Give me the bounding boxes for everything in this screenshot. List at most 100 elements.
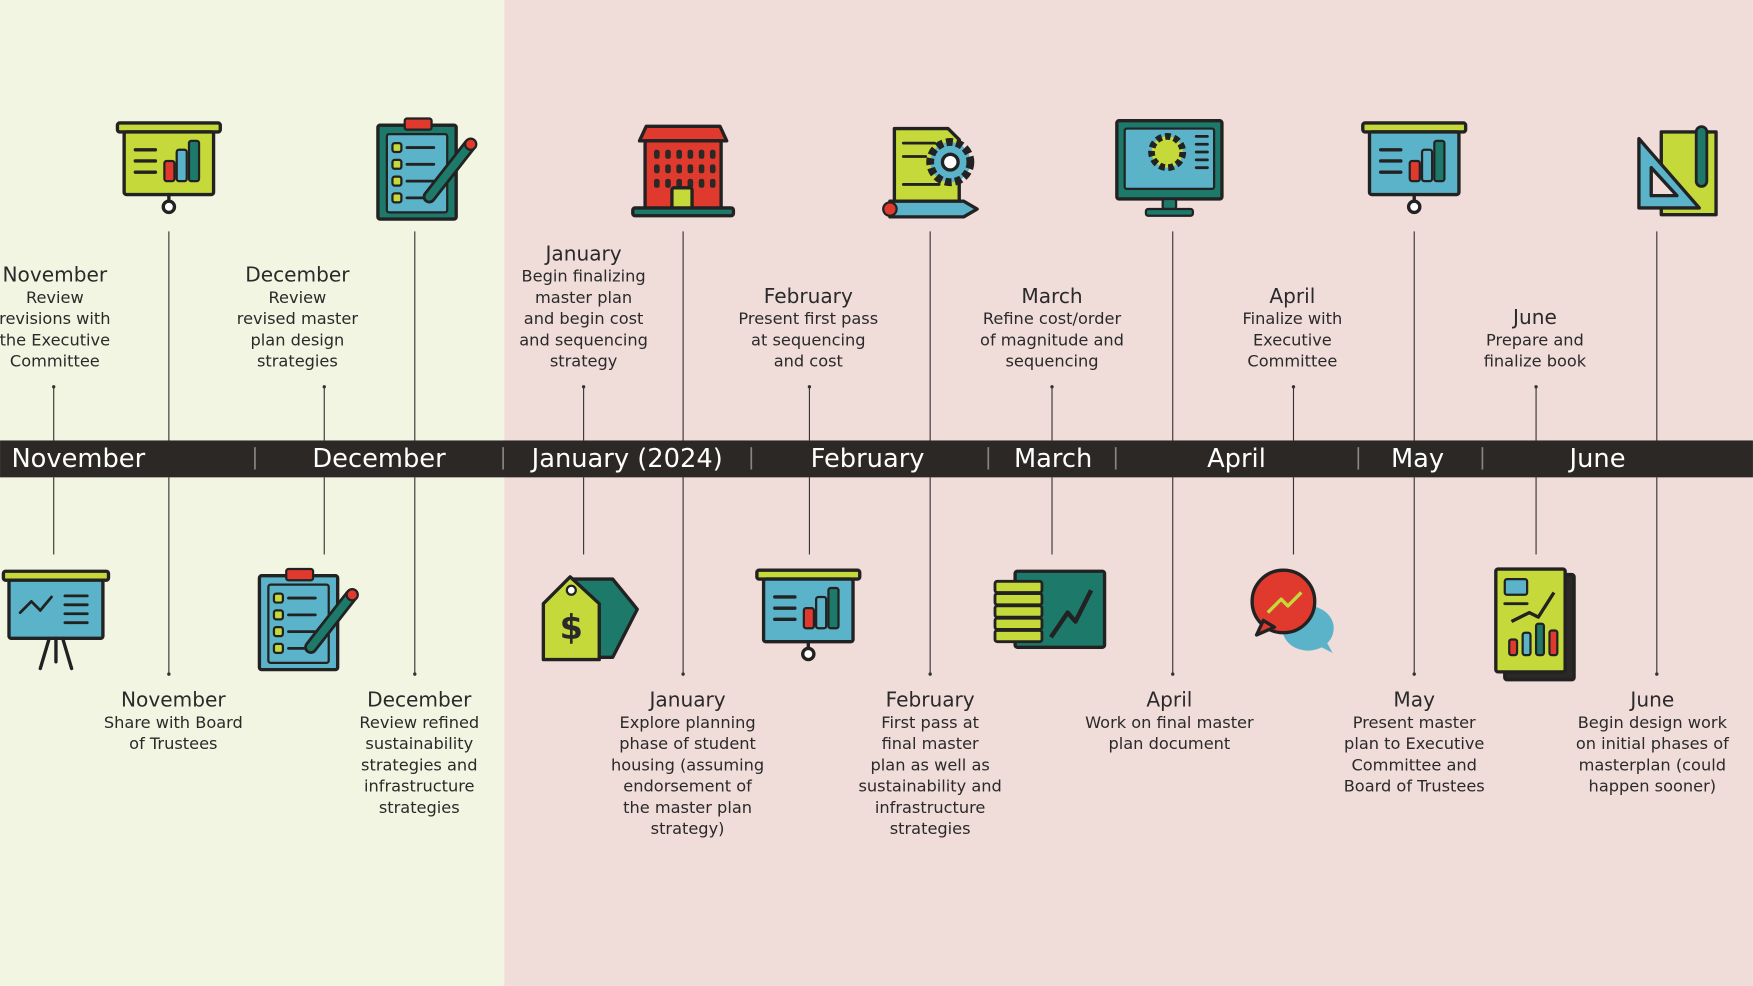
event-text: Refine cost/order: [983, 309, 1122, 328]
event-text: and cost: [774, 352, 843, 371]
icon-symbol: $: [560, 608, 583, 647]
icon-part: [1406, 199, 1422, 215]
icon-part: [676, 178, 682, 188]
icon-part: [698, 164, 705, 174]
event-text: revisions with: [0, 309, 111, 328]
event-text: sequencing: [1005, 352, 1098, 371]
icon-part: [1420, 148, 1434, 183]
event-text: infrastructure: [364, 777, 475, 796]
event-heading: June: [1628, 687, 1674, 711]
icon-part: [676, 149, 682, 159]
report-icon: [1494, 567, 1576, 682]
event-text: Prepare and: [1486, 330, 1584, 349]
icon-part: [665, 149, 671, 159]
event-text: Board of Trustees: [1344, 777, 1485, 796]
icon-part: [1049, 589, 1094, 639]
icon-part: [709, 178, 716, 188]
timeline-band: [0, 440, 1753, 478]
event-text: master plan: [535, 288, 632, 307]
event-text: sustainability: [365, 734, 473, 753]
icon-part: [827, 586, 840, 630]
icon-part: [391, 175, 403, 187]
icon-part: [802, 607, 816, 630]
icon-part: [665, 164, 671, 174]
icon-part: [1649, 166, 1679, 198]
event-text: Review refined: [359, 713, 479, 732]
event-text: strategies: [890, 819, 971, 838]
icon-part: [1161, 197, 1178, 211]
event-text: sustainability and: [858, 777, 1001, 796]
event-text: of Trustees: [129, 734, 217, 753]
icon-part: [345, 588, 359, 602]
event-text: Explore planning: [620, 713, 756, 732]
event-heading: January: [647, 687, 725, 711]
icon-part: [993, 579, 1044, 594]
event-text: the Executive: [0, 330, 110, 349]
icon-part: [709, 164, 716, 174]
icon-part: [698, 178, 705, 188]
icon-part: [18, 600, 33, 615]
event-text: plan document: [1109, 734, 1231, 753]
event-text: plan to Executive: [1344, 734, 1484, 753]
icon-part: [1254, 618, 1277, 637]
event-text: Committee and: [1351, 755, 1476, 774]
icon-part: [654, 178, 660, 188]
coins-chart-icon: [993, 569, 1107, 649]
icon-part: [1408, 159, 1421, 183]
icon-part: [306, 591, 355, 652]
icon-part: [29, 600, 42, 612]
icon-part: [665, 178, 671, 188]
connector-dot: [1655, 672, 1659, 676]
icon-part: [882, 201, 898, 217]
easel-icon: [1, 569, 111, 671]
document-gear-icon: [882, 126, 979, 219]
icon-part: [1433, 139, 1446, 183]
icon-part: [687, 164, 694, 174]
event-text: Committee: [10, 352, 100, 371]
icon-part: [1508, 638, 1519, 657]
icon-part: [163, 159, 176, 183]
event-heading: March: [1021, 284, 1082, 308]
icon-part: [993, 616, 1044, 631]
event-heading: November: [121, 687, 226, 711]
connector-dot: [413, 672, 417, 676]
event-text: strategy: [550, 352, 618, 371]
icon-part: [631, 206, 736, 218]
icon-part: [565, 584, 577, 596]
icon-part: [815, 595, 828, 630]
event-text: Finalize with: [1242, 309, 1342, 328]
chat-icon: [1250, 568, 1334, 653]
event-text: of magnitude and: [980, 330, 1124, 349]
icon-part: [993, 629, 1044, 644]
connector-dot: [1171, 672, 1175, 676]
icon-part: [676, 164, 682, 174]
event-text: strategies: [379, 798, 460, 817]
icon-part: [161, 199, 177, 215]
icon-part: [687, 149, 694, 159]
event-heading: December: [367, 687, 472, 711]
presentation-icon: [115, 121, 222, 215]
icon-part: [687, 178, 694, 188]
monitor-icon: [1115, 119, 1224, 217]
event-text: on initial phases of: [1576, 734, 1729, 753]
event-text: happen sooner): [1589, 777, 1717, 796]
event-text: endorsement of: [623, 777, 752, 796]
icon-part: [391, 192, 403, 204]
icon-part: [1510, 591, 1556, 624]
event-text: Present master: [1353, 713, 1476, 732]
band-label: February: [811, 444, 925, 474]
event-text: and begin cost: [524, 309, 644, 328]
event-heading: January: [543, 241, 621, 265]
event-heading: April: [1146, 687, 1192, 711]
icon-part: [272, 642, 285, 654]
icon-part: [391, 141, 403, 154]
connector-dot: [1412, 672, 1416, 676]
event-text: strategies: [257, 352, 338, 371]
event-text: Present first pass: [738, 309, 878, 328]
icon-part: [1148, 133, 1187, 172]
icon-part: [272, 609, 285, 621]
clipboard-icon: [376, 117, 478, 221]
event-text: Review: [269, 288, 327, 307]
icon-part: [993, 592, 1044, 607]
